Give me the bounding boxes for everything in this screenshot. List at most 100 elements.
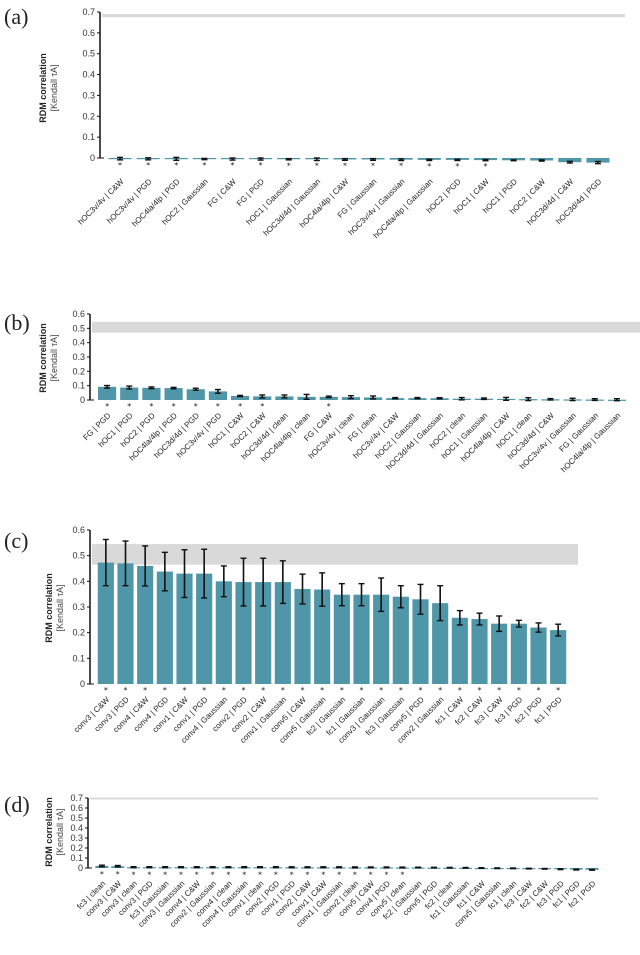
significance-star: * — [371, 161, 375, 170]
bar — [137, 565, 154, 684]
x-tick-label: hOC4la/4lp | C&W — [298, 177, 351, 230]
significance-star: * — [226, 870, 230, 879]
significance-star: * — [290, 871, 294, 880]
bar — [333, 594, 350, 684]
significance-star: * — [163, 686, 167, 695]
y-tick-label: 0 — [90, 153, 95, 163]
significance-star: * — [399, 686, 403, 695]
significance-star: * — [163, 870, 167, 879]
y-tick-label: 0.6 — [82, 28, 95, 38]
y-tick-label: 0.2 — [72, 366, 85, 376]
significance-star: * — [174, 161, 178, 170]
significance-star: * — [274, 870, 278, 879]
noise-ceiling-band — [102, 14, 625, 18]
significance-star: * — [301, 686, 305, 695]
y-tick-label: 0.3 — [70, 833, 83, 843]
chart-panel-1: (b) RDM correlation [Kendall τA] 0 0.1 0.2 0.3… — [4, 309, 640, 474]
y-tick-label: 0 — [80, 395, 85, 405]
panel-letter: (b) — [4, 310, 30, 335]
y-axis-label: RDM correlation — [38, 53, 48, 123]
bar — [432, 603, 449, 684]
y-tick-label: 0.1 — [72, 381, 85, 391]
y-axis-sublabel: [Kendall τA] — [49, 334, 59, 381]
bar — [502, 158, 526, 161]
panel-letter: (d) — [4, 792, 30, 817]
y-tick-label: 0.1 — [70, 853, 83, 863]
significance-star: * — [100, 870, 104, 879]
chart-panel-3: (d) RDM correlation [Kendall τA] 00.10.20.3… — [4, 792, 599, 929]
bar — [142, 387, 161, 400]
significance-star: * — [484, 162, 488, 171]
significance-star: * — [231, 161, 235, 170]
significance-star: * — [216, 402, 220, 411]
significance-star: * — [202, 686, 206, 695]
significance-star: * — [172, 402, 176, 411]
significance-star: * — [305, 871, 309, 880]
bar — [319, 396, 338, 400]
bar — [255, 582, 272, 684]
significance-star: * — [261, 686, 265, 695]
bar — [491, 623, 508, 684]
significance-star: * — [127, 402, 131, 411]
bar — [586, 158, 610, 163]
significance-star: * — [321, 871, 325, 880]
bar — [208, 391, 228, 400]
significance-star: * — [194, 402, 198, 411]
y-tick-label: 0.2 — [70, 843, 83, 853]
significance-star: * — [242, 870, 246, 879]
y-tick-label: 0.6 — [72, 525, 85, 535]
significance-star: * — [360, 686, 364, 695]
y-tick-label: 0.5 — [72, 323, 85, 333]
y-tick-label: 0.4 — [82, 70, 95, 80]
significance-star: * — [353, 871, 357, 880]
significance-star: * — [104, 686, 108, 695]
significance-star: * — [419, 686, 423, 695]
significance-star: * — [438, 686, 442, 695]
significance-star: * — [132, 870, 136, 879]
bar — [558, 158, 582, 163]
significance-star: * — [238, 402, 242, 411]
significance-star: * — [287, 161, 291, 170]
y-tick-label: 0.7 — [70, 793, 83, 803]
significance-star: * — [179, 870, 183, 879]
noise-ceiling-band — [92, 544, 578, 565]
y-tick-label: 0.1 — [72, 653, 85, 663]
significance-star: * — [143, 686, 147, 695]
significance-star: * — [556, 686, 560, 695]
significance-star: * — [458, 686, 462, 695]
significance-star: * — [222, 686, 226, 695]
y-tick-label: 0.2 — [72, 628, 85, 638]
significance-star: * — [281, 686, 285, 695]
significance-star: * — [195, 870, 199, 879]
panel-letter: (c) — [4, 528, 28, 553]
significance-star: * — [146, 161, 150, 170]
significance-star: * — [537, 686, 541, 695]
bar — [353, 594, 370, 684]
y-axis-sublabel: [Kendall τA] — [55, 808, 65, 855]
significance-star: * — [315, 161, 319, 170]
significance-star: * — [118, 161, 122, 170]
bar — [156, 571, 173, 684]
y-axis-label: RDM correlation — [44, 797, 54, 867]
y-tick-label: 0.4 — [72, 338, 85, 348]
bar — [530, 627, 547, 684]
y-tick-label: 0.1 — [82, 132, 95, 142]
bar — [510, 623, 527, 684]
bar — [373, 594, 390, 684]
x-tick-label: hOC4la/4lp | PGD — [130, 177, 182, 229]
y-tick-label: 0.3 — [72, 352, 85, 362]
significance-star: * — [259, 161, 263, 170]
significance-star: * — [258, 870, 262, 879]
bar — [164, 388, 183, 400]
significance-star: * — [340, 686, 344, 695]
significance-star: * — [400, 871, 404, 880]
bar — [196, 573, 213, 684]
panel-letter: (a) — [4, 4, 28, 29]
y-axis-label: RDM correlation — [38, 323, 48, 393]
significance-star: * — [105, 402, 109, 411]
significance-star: * — [149, 402, 153, 411]
bar — [392, 596, 409, 684]
y-tick-label: 0 — [80, 679, 85, 689]
significance-star: * — [517, 686, 521, 695]
